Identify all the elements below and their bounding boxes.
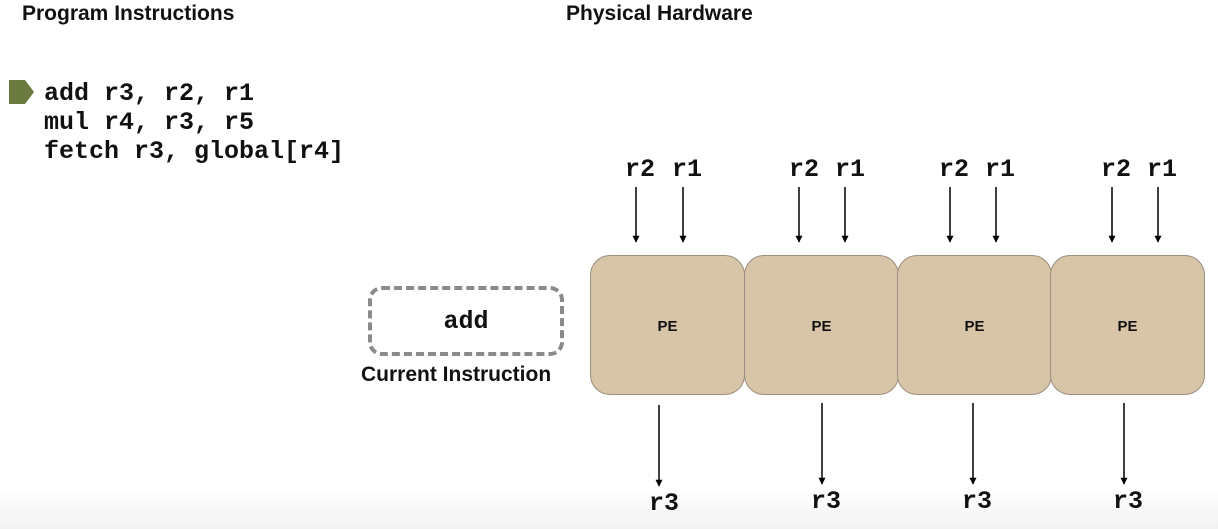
pe-input-reg: r2 xyxy=(1100,155,1131,184)
instruction-line: add r3, r2, r1 xyxy=(44,79,255,108)
processing-element-0: PE xyxy=(590,255,745,395)
processing-element-2: PE xyxy=(897,255,1052,395)
pe-label: PE xyxy=(1117,317,1138,335)
pe-input-reg: r2 xyxy=(624,155,655,184)
instruction-line: mul r4, r3, r5 xyxy=(44,108,255,137)
pe-output-reg: r3 xyxy=(961,487,992,516)
pe-label: PE xyxy=(657,317,678,335)
pe-output-reg: r3 xyxy=(648,489,679,518)
physical-hardware-heading: Physical Hardware xyxy=(566,2,753,25)
pe-input-reg: r2 xyxy=(788,155,819,184)
pe-label: PE xyxy=(811,317,832,335)
pentagon-pointer-icon xyxy=(9,80,34,104)
processing-element-3: PE xyxy=(1050,255,1205,395)
processing-element-1: PE xyxy=(744,255,899,395)
pe-input-reg: r1 xyxy=(984,155,1015,184)
pe-input-reg: r1 xyxy=(1146,155,1177,184)
current-instruction-value: add xyxy=(443,306,489,336)
pe-output-reg: r3 xyxy=(1112,487,1143,516)
pe-output-reg: r3 xyxy=(810,487,841,516)
pe-input-reg: r1 xyxy=(671,155,702,184)
pe-input-reg: r1 xyxy=(834,155,865,184)
pe-input-reg: r2 xyxy=(938,155,969,184)
program-instructions-heading: Program Instructions xyxy=(22,2,235,25)
instruction-line: fetch r3, global[r4] xyxy=(44,137,345,166)
pe-label: PE xyxy=(964,317,985,335)
current-instruction-label: Current Instruction xyxy=(361,363,552,386)
current-instruction-box: add xyxy=(368,286,564,356)
